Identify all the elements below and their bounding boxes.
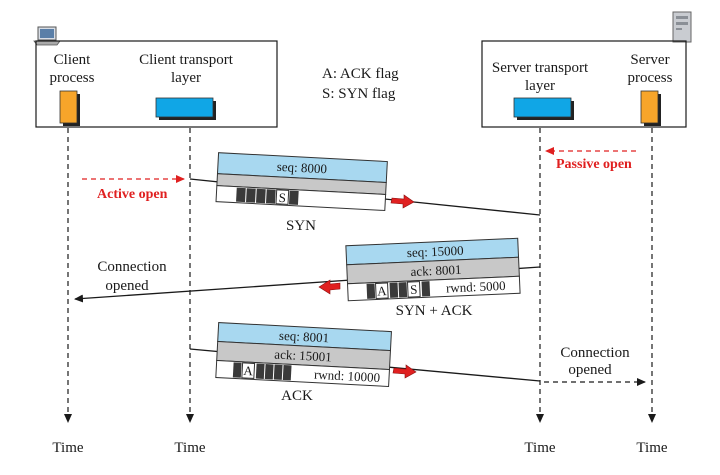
server-connection-opened-label-2: opened — [568, 362, 612, 378]
client-connection-opened-label-2: opened — [105, 278, 149, 294]
ack-seq-label: seq: 8001 — [279, 328, 330, 346]
client-transport-label-2: layer — [171, 70, 201, 86]
client-process-label: Client — [54, 52, 91, 68]
ack-ack-label: ack: 15001 — [274, 347, 332, 365]
synack-flag-a: A — [377, 283, 388, 298]
syn-caption: SYN — [286, 218, 316, 234]
ack-red-arrow — [392, 364, 417, 379]
ack-segment: seq: 8001 ack: 15001 A rwnd: 10000 — [215, 322, 392, 388]
ack-rwnd-label: rwnd: 10000 — [314, 367, 381, 385]
syn-flag-bit — [256, 188, 266, 204]
ack-flag-bit — [255, 363, 265, 379]
server-process-block — [640, 90, 659, 124]
synack-flag-bit — [366, 283, 376, 299]
syn-segment: seq: 8000 S — [215, 152, 388, 211]
ack-caption: ACK — [281, 388, 313, 404]
time-label-1: Time — [52, 440, 83, 456]
synack-segment: seq: 15000 ack: 8001 A S rwnd: 5000 — [345, 237, 521, 302]
server-host-box — [481, 40, 687, 128]
active-open-label: Active open — [97, 187, 168, 202]
time-label-2: Time — [174, 440, 205, 456]
syn-flag-bit — [236, 187, 246, 203]
client-transport-block — [155, 97, 214, 118]
syn-flag-bit — [288, 190, 299, 205]
client-transport-label: Client transport — [139, 52, 234, 68]
synack-flag-s-box — [406, 281, 421, 298]
synack-flag-a-box — [375, 282, 389, 300]
synack-flag-s: S — [410, 282, 418, 297]
client-host-box — [35, 40, 278, 128]
server-process-label: Server — [630, 52, 669, 68]
time-label-4: Time — [636, 440, 667, 456]
syn-flag-s: S — [278, 190, 286, 205]
legend-ack: A: ACK flag — [322, 66, 399, 82]
synack-red-arrow — [318, 279, 341, 295]
synack-flag-bit — [398, 282, 408, 298]
client-connection-opened-label: Connection — [97, 259, 167, 275]
syn-flag-bit — [265, 189, 276, 204]
syn-flag-bit — [246, 188, 256, 203]
ack-flag-bit — [264, 364, 274, 380]
passive-open-label: Passive open — [556, 157, 632, 172]
server-transport-label-2: layer — [525, 78, 555, 94]
laptop-icon — [33, 26, 61, 46]
server-process-label-2: process — [628, 70, 673, 86]
syn-seq-label: seq: 8000 — [276, 159, 327, 177]
server-transport-label: Server transport — [492, 60, 589, 76]
server-connection-opened-label: Connection — [560, 345, 630, 361]
server-transport-block — [513, 97, 572, 118]
synack-flag-bit — [389, 282, 399, 298]
synack-ack-label: ack: 8001 — [410, 262, 462, 279]
synack-rwnd-label: rwnd: 5000 — [446, 278, 506, 296]
synack-seq-label: seq: 15000 — [407, 243, 464, 260]
syn-red-arrow — [390, 194, 415, 209]
client-process-label-2: process — [50, 70, 95, 86]
ack-flag-bit — [232, 362, 242, 378]
ack-flag-a-box — [241, 362, 256, 379]
syn-flag-s-box — [275, 189, 290, 205]
legend-syn: S: SYN flag — [322, 86, 396, 102]
server-icon — [672, 11, 692, 43]
ack-flag-a: A — [243, 363, 254, 379]
client-process-block — [59, 90, 78, 124]
ack-flag-bit — [282, 364, 292, 381]
synack-flag-bit — [421, 281, 431, 297]
ack-flag-bit — [273, 364, 283, 380]
synack-caption: SYN + ACK — [396, 303, 473, 319]
time-label-3: Time — [524, 440, 555, 456]
